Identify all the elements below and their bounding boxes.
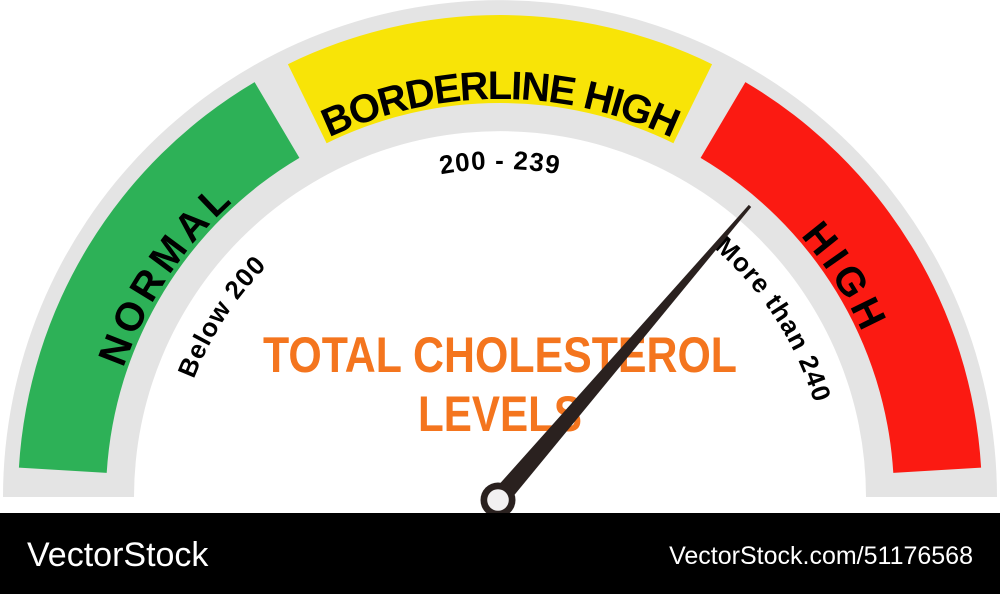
gauge-segment-normal bbox=[18, 82, 300, 473]
gauge-needle bbox=[480, 204, 752, 518]
gauge-title-line1: TOTAL CHOLESTEROL bbox=[263, 327, 737, 383]
range-label-200-239: 200 - 239 bbox=[437, 145, 563, 180]
needle-hub-center bbox=[487, 489, 509, 511]
watermark-credit: VectorStock.com/51176568 bbox=[669, 542, 973, 570]
needle-shaft bbox=[490, 204, 752, 507]
gauge-segment-high bbox=[700, 82, 982, 473]
watermark-bar-background bbox=[0, 513, 1000, 594]
watermark-bar: VectorStock VectorStock.com/51176568 bbox=[0, 513, 1000, 594]
watermark-brand: VectorStock bbox=[27, 536, 209, 574]
gauge-segment-borderline-high bbox=[287, 15, 713, 144]
